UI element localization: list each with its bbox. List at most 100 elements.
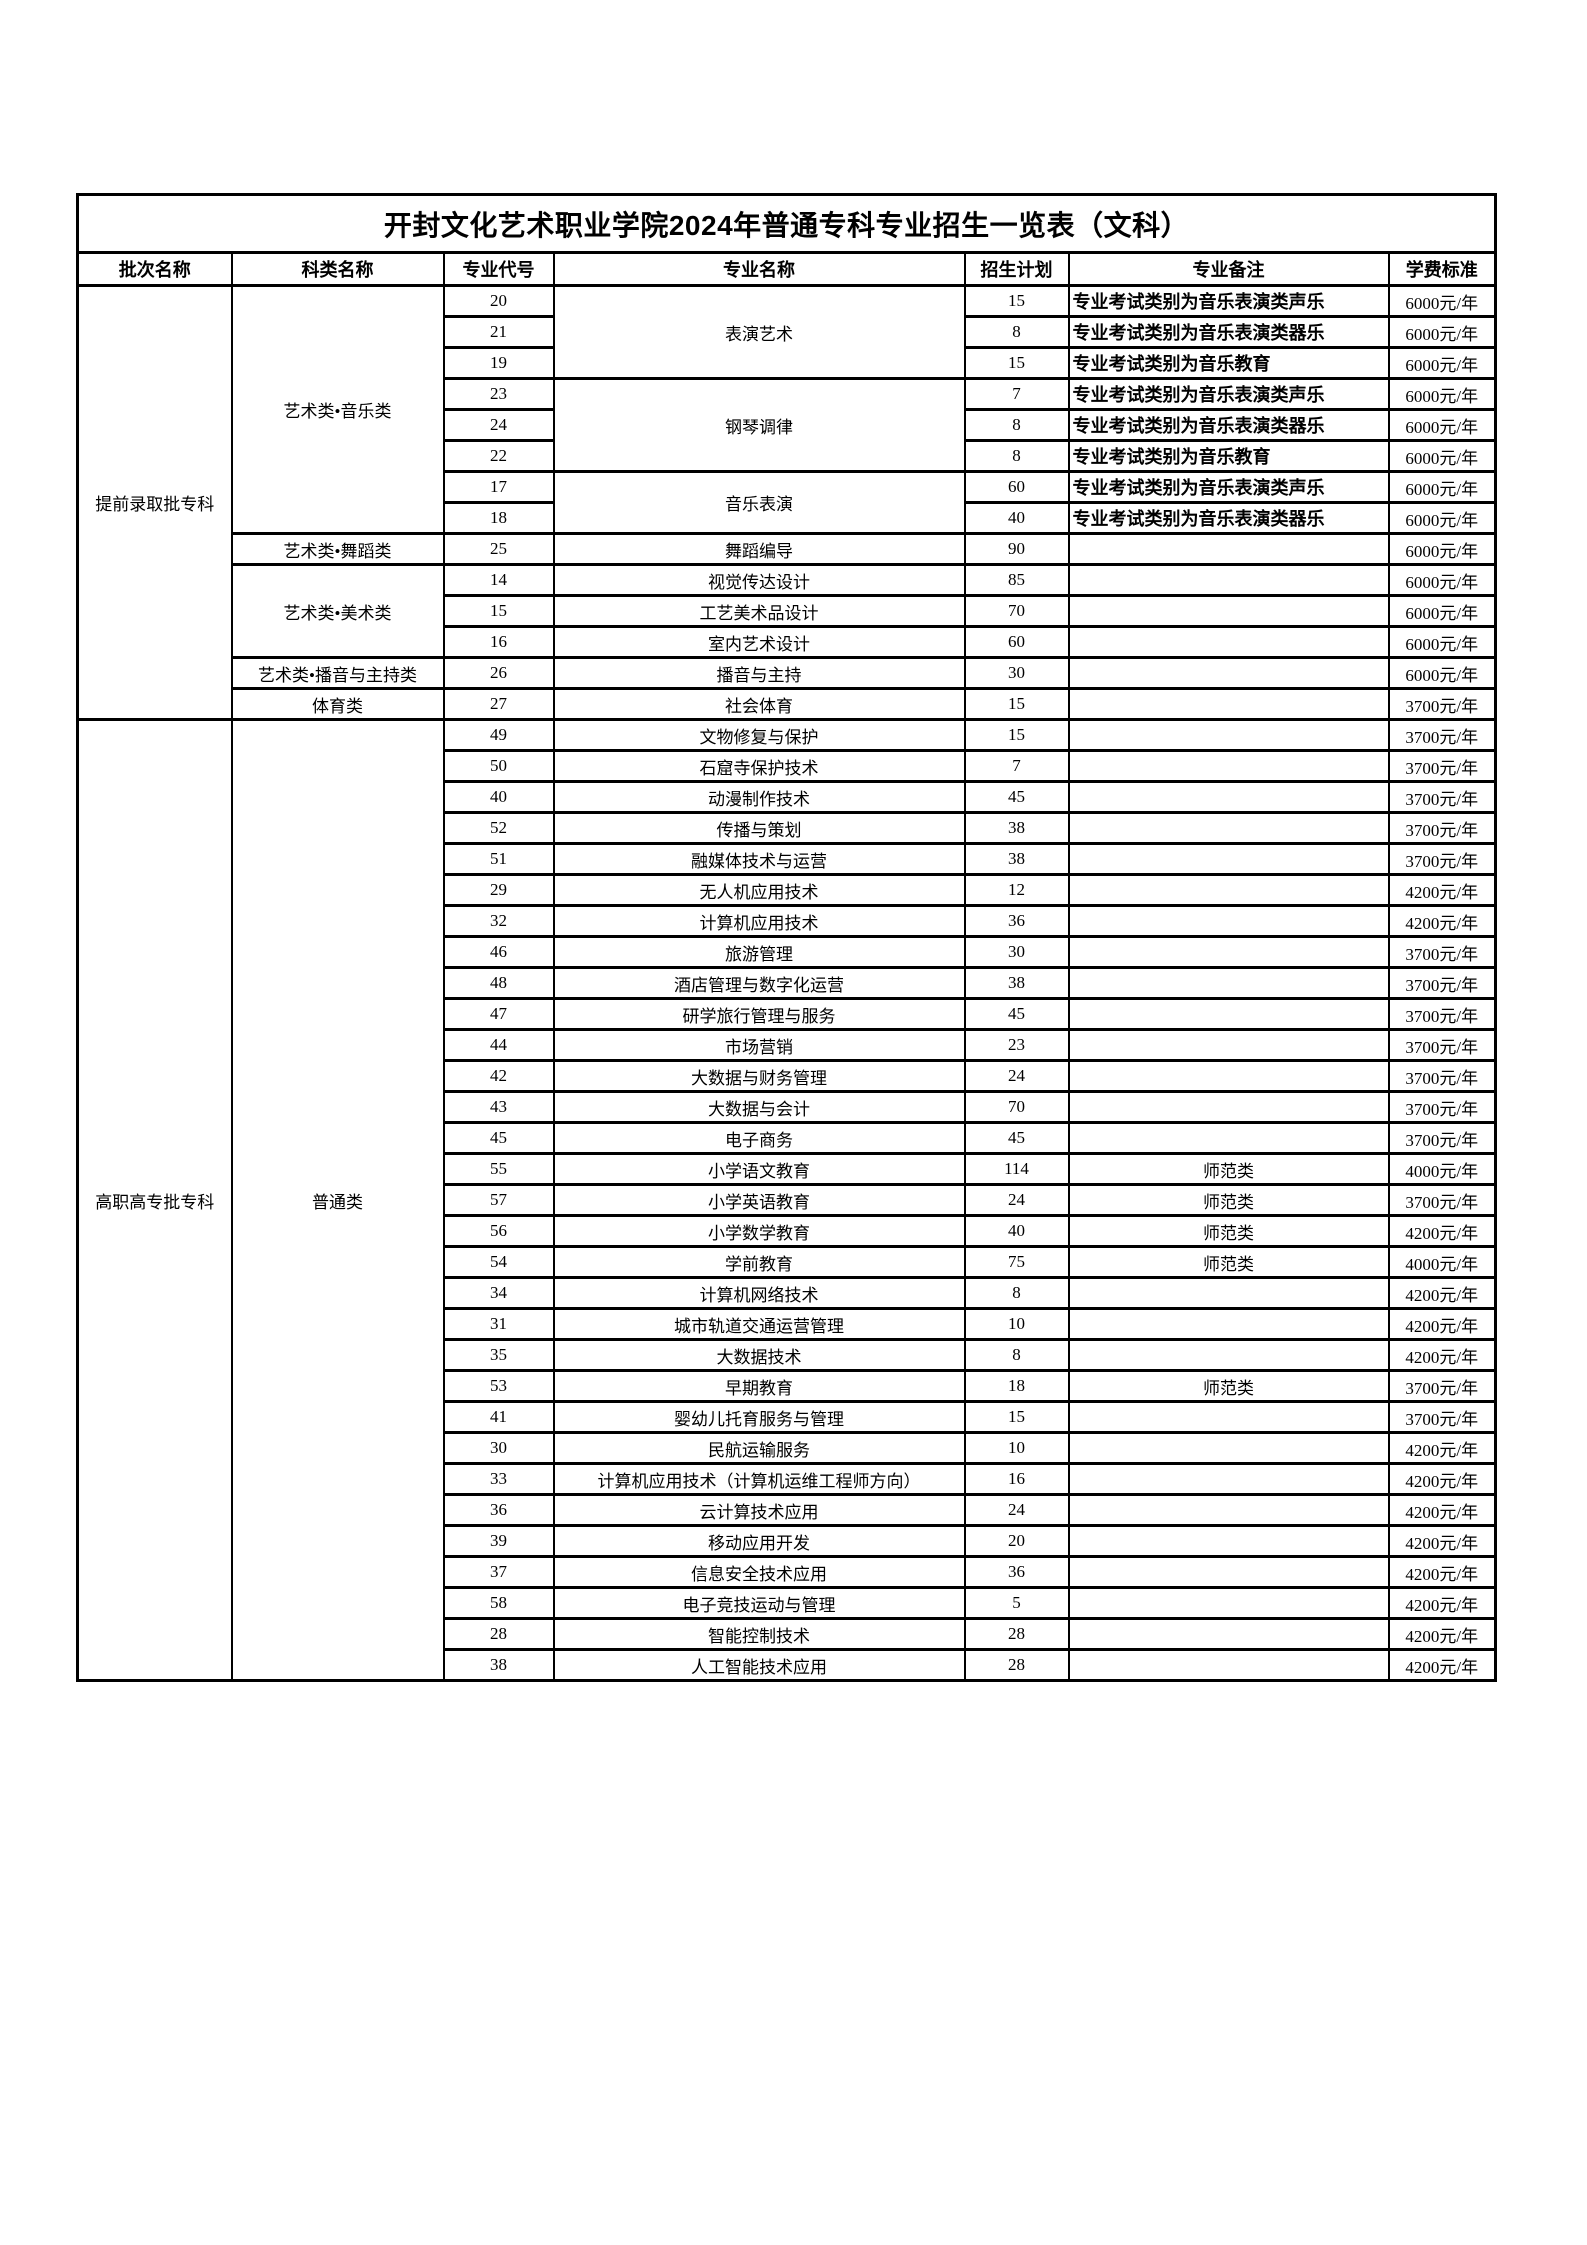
tuition-fee-cell: 4200元/年: [1387, 1493, 1497, 1527]
column-header-major: 专业名称: [552, 251, 966, 287]
table-row: 42 大数据与财务管理 24 3700元/年: [78, 1059, 1497, 1093]
enrollment-plan-cell: 75: [963, 1245, 1070, 1279]
batch-name-cell: 提前录取批专科: [76, 284, 233, 721]
table-head: 开封文化艺术职业学院2024年普通专科专业招生一览表（文科） 批次名称 科类名称…: [76, 193, 1497, 287]
enrollment-plan-cell: 5: [963, 1586, 1070, 1620]
major-name-cell: 传播与策划: [552, 811, 966, 845]
major-name-cell: 大数据与会计: [552, 1090, 966, 1124]
major-name-cell: 智能控制技术: [552, 1617, 966, 1651]
table-row: 54 学前教育 75 师范类 4000元/年: [78, 1245, 1497, 1279]
page-title: 开封文化艺术职业学院2024年普通专科专业招生一览表（文科）: [76, 193, 1497, 254]
major-remark-cell: [1067, 532, 1390, 566]
major-remark-cell: [1067, 718, 1390, 752]
tuition-fee-cell: 4000元/年: [1387, 1245, 1497, 1279]
major-name-cell: 计算机应用技术（计算机运维工程师方向）: [552, 1462, 966, 1496]
enrollment-plan-cell: 40: [963, 1214, 1070, 1248]
enrollment-plan-cell: 30: [963, 656, 1070, 690]
tuition-fee-cell: 3700元/年: [1387, 935, 1497, 969]
major-code-cell: 20: [442, 284, 555, 318]
enrollment-plan-cell: 60: [963, 470, 1070, 504]
major-code-cell: 43: [442, 1090, 555, 1124]
enrollment-plan-cell: 45: [963, 997, 1070, 1031]
table-row: 提前录取批专科 艺术类•音乐类 20 表演艺术 15 专业考试类别为音乐表演类声乐 6000…: [76, 284, 1497, 721]
major-remark-cell: [1067, 563, 1390, 597]
major-remark-cell: [1067, 842, 1390, 876]
major-remark-cell: [1067, 1338, 1390, 1372]
major-remark-cell: [1067, 1524, 1390, 1558]
tuition-fee-cell: 3700元/年: [1387, 1059, 1497, 1093]
major-remark-cell: [1067, 594, 1390, 628]
enrollment-plan-cell: 38: [963, 811, 1070, 845]
table-row: 38 人工智能技术应用 28 4200元/年: [78, 1648, 1497, 1682]
table-row: 29 无人机应用技术 12 4200元/年: [78, 873, 1497, 907]
table-row: 56 小学数学教育 40 师范类 4200元/年: [78, 1214, 1497, 1248]
major-remark-cell: 师范类: [1067, 1214, 1390, 1248]
column-header-batch: 批次名称: [76, 251, 233, 287]
enrollment-plan-cell: 36: [963, 904, 1070, 938]
major-code-cell: 39: [442, 1524, 555, 1558]
major-code-cell: 49: [442, 718, 555, 752]
major-name-cell: 融媒体技术与运营: [552, 842, 966, 876]
enrollment-plan-cell: 60: [963, 625, 1070, 659]
major-remark-cell: [1067, 1462, 1390, 1496]
major-code-cell: 19: [442, 346, 555, 380]
table-row: 33 计算机应用技术（计算机运维工程师方向） 16 4200元/年: [78, 1462, 1497, 1496]
major-remark-cell: [1067, 1648, 1390, 1682]
major-name-cell: 小学英语教育: [552, 1183, 966, 1217]
tuition-fee-cell: 4200元/年: [1387, 1338, 1497, 1372]
major-remark-cell: 专业考试类别为音乐教育: [1067, 439, 1390, 473]
major-code-cell: 16: [442, 625, 555, 659]
tuition-fee-cell: 4200元/年: [1387, 1648, 1497, 1682]
major-remark-cell: [1067, 1059, 1390, 1093]
major-code-cell: 21: [442, 315, 555, 349]
major-remark-cell: [1067, 997, 1390, 1031]
major-code-cell: 48: [442, 966, 555, 1000]
tuition-fee-cell: 6000元/年: [1387, 470, 1497, 504]
major-name-cell: 表演艺术: [552, 284, 966, 380]
category-name-cell: 普通类: [230, 718, 445, 1682]
table-row: 55 小学语文教育 114 师范类 4000元/年: [78, 1152, 1497, 1186]
major-name-cell: 城市轨道交通运营管理: [552, 1307, 966, 1341]
table-row: 30 民航运输服务 10 4200元/年: [78, 1431, 1497, 1465]
major-remark-cell: [1067, 1431, 1390, 1465]
tuition-fee-cell: 6000元/年: [1387, 594, 1497, 628]
major-code-cell: 22: [442, 439, 555, 473]
enrollment-plan-cell: 28: [963, 1648, 1070, 1682]
table-row: 57 小学英语教育 24 师范类 3700元/年: [78, 1183, 1497, 1217]
tuition-fee-cell: 4200元/年: [1387, 1462, 1497, 1496]
table-row: 34 计算机网络技术 8 4200元/年: [78, 1276, 1497, 1310]
enrollment-plan-cell: 8: [963, 439, 1070, 473]
tuition-fee-cell: 6000元/年: [1387, 408, 1497, 442]
major-code-cell: 41: [442, 1400, 555, 1434]
major-remark-cell: 师范类: [1067, 1369, 1390, 1403]
tuition-fee-cell: 4200元/年: [1387, 1307, 1497, 1341]
tuition-fee-cell: 6000元/年: [1387, 284, 1497, 318]
column-header-category: 科类名称: [230, 251, 445, 287]
major-remark-cell: [1067, 687, 1390, 721]
tuition-fee-cell: 6000元/年: [1387, 501, 1497, 535]
tuition-fee-cell: 3700元/年: [1387, 966, 1497, 1000]
major-code-cell: 51: [442, 842, 555, 876]
major-code-cell: 37: [442, 1555, 555, 1589]
enrollment-plan-cell: 38: [963, 966, 1070, 1000]
major-name-cell: 计算机网络技术: [552, 1276, 966, 1310]
enrollment-plan-cell: 28: [963, 1617, 1070, 1651]
table-row: 22 8 专业考试类别为音乐教育 6000元/年: [78, 439, 1497, 473]
enrollment-plan-cell: 20: [963, 1524, 1070, 1558]
tuition-fee-cell: 6000元/年: [1387, 532, 1497, 566]
major-name-cell: 视觉传达设计: [552, 563, 966, 597]
table-row: 21 8 专业考试类别为音乐表演类器乐 6000元/年: [78, 315, 1497, 349]
tuition-fee-cell: 4200元/年: [1387, 873, 1497, 907]
table-row: 艺术类•播音与主持类 26 播音与主持 30 6000元/年: [78, 656, 1497, 690]
table-row: 体育类 27 社会体育 15 3700元/年: [78, 687, 1497, 721]
tuition-fee-cell: 6000元/年: [1387, 315, 1497, 349]
major-name-cell: 婴幼儿托育服务与管理: [552, 1400, 966, 1434]
enrollment-plan-cell: 114: [963, 1152, 1070, 1186]
enrollment-plan-cell: 45: [963, 1121, 1070, 1155]
major-code-cell: 23: [442, 377, 555, 411]
major-name-cell: 室内艺术设计: [552, 625, 966, 659]
enrollment-plan-cell: 8: [963, 1338, 1070, 1372]
category-name-cell: 艺术类•播音与主持类: [230, 656, 445, 690]
tuition-fee-cell: 6000元/年: [1387, 563, 1497, 597]
enrollment-plan-cell: 24: [963, 1493, 1070, 1527]
